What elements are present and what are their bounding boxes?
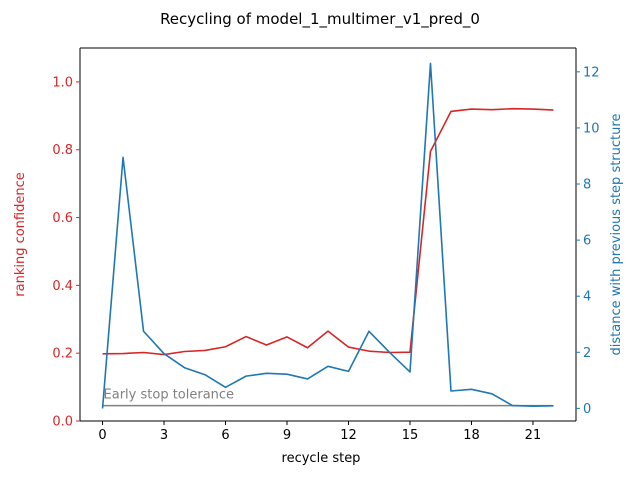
left-y-tick-label: 0.8 xyxy=(52,143,73,158)
early-stop-tolerance-label: Early stop tolerance xyxy=(104,388,235,403)
right-y-tick-label: 4 xyxy=(583,290,591,305)
x-tick-label: 21 xyxy=(525,428,542,443)
x-axis-label: recycle step xyxy=(282,451,361,466)
chart-title: Recycling of model_1_multimer_v1_pred_0 xyxy=(160,10,480,29)
x-tick-label: 15 xyxy=(402,428,419,443)
x-tick-label: 0 xyxy=(98,428,106,443)
x-tick-label: 6 xyxy=(221,428,229,443)
right-y-tick-label: 12 xyxy=(583,65,600,80)
left-y-tick-label: 0.6 xyxy=(52,211,73,226)
left-y-axis-label: ranking confidence xyxy=(13,172,28,296)
x-tick-label: 18 xyxy=(463,428,480,443)
right-y-tick-label: 6 xyxy=(583,234,591,249)
x-tick-label: 3 xyxy=(160,428,168,443)
left-y-tick-label: 1.0 xyxy=(52,75,73,90)
left-y-tick-label: 0.4 xyxy=(52,279,73,294)
left-y-tick-label: 0.0 xyxy=(52,415,73,430)
right-y-tick-label: 8 xyxy=(583,178,591,193)
right-y-tick-label: 10 xyxy=(583,121,600,136)
distance-line xyxy=(101,62,554,409)
right-y-tick-label: 2 xyxy=(583,346,591,361)
right-y-axis-label: distance with previous step structure xyxy=(609,114,624,356)
ranking-confidence-line xyxy=(102,107,554,356)
x-tick-label: 9 xyxy=(283,428,291,443)
left-y-tick-label: 0.2 xyxy=(52,347,73,362)
right-y-tick-label: 0 xyxy=(583,402,591,417)
x-tick-label: 12 xyxy=(340,428,357,443)
